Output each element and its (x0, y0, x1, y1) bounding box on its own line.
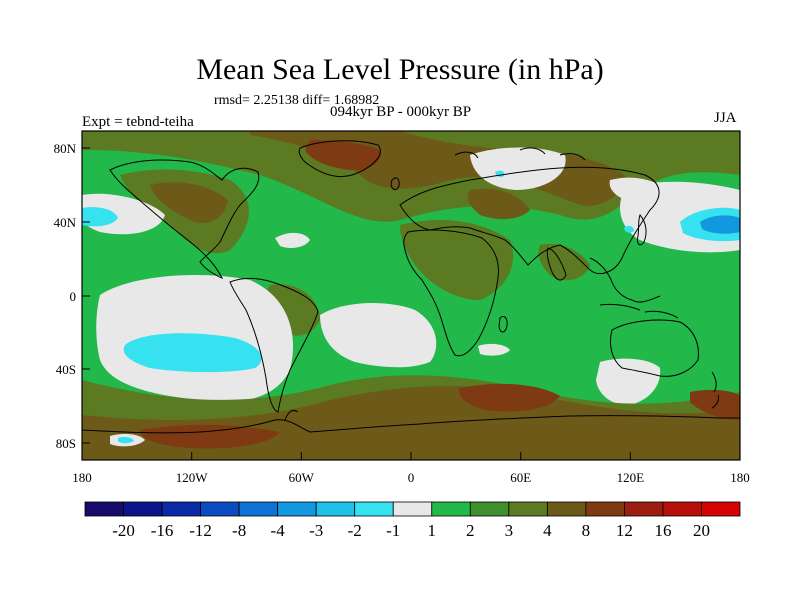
field-cyan-spac (123, 333, 262, 373)
colorbar-box (161, 501, 201, 517)
colorbar-box (585, 501, 625, 517)
colorbar-box (123, 501, 163, 517)
colorbar-boxes (84, 501, 741, 517)
lon-tick-label: 60W (289, 470, 315, 485)
field-cyan-point (624, 225, 634, 233)
coast-antarctica (82, 415, 740, 434)
lon-tick-label: 120E (617, 470, 645, 485)
coast-antarctic-peninsula (284, 409, 299, 421)
field-south-darkbrown-b (459, 383, 560, 412)
coast-north-america (109, 159, 260, 279)
coast-australia (609, 319, 699, 377)
colorbar-box (701, 501, 741, 517)
field-white-arabia (609, 177, 665, 202)
colorbar-box (84, 501, 124, 517)
lat-tick-label: 40S (56, 362, 76, 377)
season-label: JJA (714, 110, 737, 126)
coast-south-america (229, 277, 319, 413)
colorbar-box (315, 501, 356, 517)
colorbar-label: 1 (428, 521, 437, 540)
colorbar-label: -4 (271, 521, 286, 540)
contour-field (82, 131, 740, 460)
lat-tick-label: 40N (54, 215, 77, 230)
colorbar-box (469, 501, 510, 517)
coast-india (546, 247, 567, 281)
colorbar-label: 8 (582, 521, 591, 540)
colorbar-box (200, 501, 240, 517)
colorbar-label: -8 (232, 521, 246, 540)
lon-tick-label: 0 (408, 470, 415, 485)
coast-indonesia (599, 303, 679, 319)
field-south-darkbrown-a (140, 424, 280, 449)
coast-british-isles (390, 177, 400, 191)
colorbar-labels: -20 -16 -12 -8 -4 -3 -2 -1 1 2 3 4 8 12 16 20 (112, 521, 710, 540)
colorbar-label: 2 (466, 521, 475, 540)
colorbar-box (624, 501, 664, 517)
colorbar-label: -12 (189, 521, 212, 540)
stats-line: rmsd= 2.25138 diff= 1.68982 (214, 93, 380, 108)
map-title: Mean Sea Level Pressure (in hPa) (196, 53, 604, 86)
colorbar-box (238, 501, 279, 517)
colorbar-label: -20 (112, 521, 135, 540)
coast-greenland (298, 140, 381, 177)
colorbar-box (546, 501, 587, 517)
colorbar-box (392, 501, 433, 517)
field-blue-npac-east (700, 215, 740, 234)
coast-africa (403, 229, 499, 357)
colorbar-label: -1 (386, 521, 400, 540)
field-namerica-brown (150, 182, 228, 224)
colorbar-box (354, 501, 394, 517)
field-white-small (478, 343, 510, 356)
lon-tick-label: 180 (72, 470, 92, 485)
field-asia-brown (467, 188, 530, 220)
colorbar-box (508, 501, 548, 517)
coastlines (82, 140, 740, 434)
colorbar-label: 20 (693, 521, 710, 540)
lon-tick-label: 60E (510, 470, 531, 485)
colorbar-box (431, 501, 471, 517)
lat-tick-label: 80N (54, 141, 77, 156)
colorbar-box (662, 501, 702, 517)
field-white-arctic (470, 147, 566, 190)
lat-tick-label: 0 (70, 289, 77, 304)
colorbar-label: 4 (543, 521, 552, 540)
field-antarctic-cyan (118, 437, 134, 444)
colorbar-label: 16 (654, 521, 671, 540)
colorbar-label: -2 (348, 521, 362, 540)
field-white-satl (320, 303, 437, 368)
colorbar-label: -16 (151, 521, 174, 540)
lat-tick-label: 80S (56, 436, 76, 451)
coast-eurasia (399, 166, 660, 274)
coast-new-zealand (711, 371, 719, 409)
field-cyan-npac-west (82, 207, 118, 227)
field-greenland-brown (305, 140, 381, 171)
colorbar-label: 3 (505, 521, 514, 540)
coast-southeast-asia (589, 257, 661, 303)
coast-arctic-islands (454, 147, 586, 161)
colorbar-label: -3 (309, 521, 323, 540)
field-white-natl (275, 232, 310, 248)
period-label: 094kyr BP - 000kyr BP (330, 104, 472, 120)
axis-ticks (81, 147, 741, 460)
experiment-label: Expt = tebnd-teiha (82, 114, 194, 130)
colorbar-box (277, 501, 317, 517)
field-white-indian (596, 358, 661, 406)
lon-tick-label: 120W (176, 470, 209, 485)
lon-tick-label: 180 (730, 470, 750, 485)
coast-japan (637, 214, 647, 246)
colorbar-label: 12 (616, 521, 633, 540)
coast-madagascar (498, 315, 508, 333)
field-south-darkbrown-c (690, 389, 740, 420)
